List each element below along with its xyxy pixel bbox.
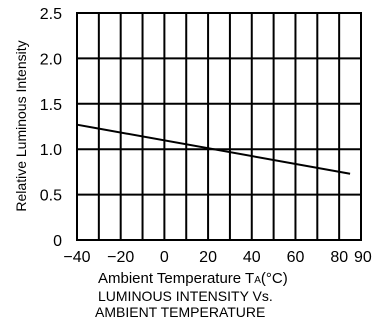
y-tick-label: 1.0 bbox=[40, 142, 62, 159]
series-line bbox=[76, 123, 351, 175]
series bbox=[76, 123, 351, 175]
x-tick-label: 80 bbox=[330, 249, 348, 266]
plot-frame bbox=[76, 12, 362, 241]
x-axis-label-main: Ambient Temperature T bbox=[98, 270, 254, 287]
y-tick-labels: 0 0.5 1.0 1.5 2.0 2.5 bbox=[40, 6, 62, 250]
x-tick-label: 90 bbox=[354, 249, 372, 266]
y-tick-label: 0 bbox=[53, 233, 62, 250]
caption-line-1: LUMINOUS INTENSITY Vs. bbox=[98, 288, 273, 304]
y-tick-label: 2.5 bbox=[40, 6, 62, 23]
x-tick-label: −20 bbox=[107, 249, 134, 266]
x-axis-label-unit: (°C) bbox=[261, 270, 288, 287]
x-tick-label: 60 bbox=[287, 249, 305, 266]
chart-caption: LUMINOUS INTENSITY Vs. AMBIENT TEMPERATU… bbox=[95, 288, 273, 320]
y-axis-label: Relative Luminous Intensity bbox=[13, 40, 29, 211]
x-axis-label-subscript: A bbox=[254, 275, 261, 286]
grid bbox=[76, 12, 362, 241]
y-tick-label: 2.0 bbox=[40, 51, 62, 68]
x-tick-label: 20 bbox=[199, 249, 217, 266]
y-tick-label: 1.5 bbox=[40, 97, 62, 114]
x-axis-label: Ambient Temperature TA(°C) bbox=[98, 270, 288, 287]
y-tick-label: 0.5 bbox=[40, 188, 62, 205]
x-tick-labels: −40 −20 0 20 40 60 80 90 bbox=[63, 249, 371, 266]
x-tick-label: 40 bbox=[243, 249, 261, 266]
x-tick-label: −40 bbox=[63, 249, 90, 266]
x-tick-label: 0 bbox=[160, 249, 169, 266]
caption-line-2: AMBIENT TEMPERATURE bbox=[95, 304, 266, 320]
